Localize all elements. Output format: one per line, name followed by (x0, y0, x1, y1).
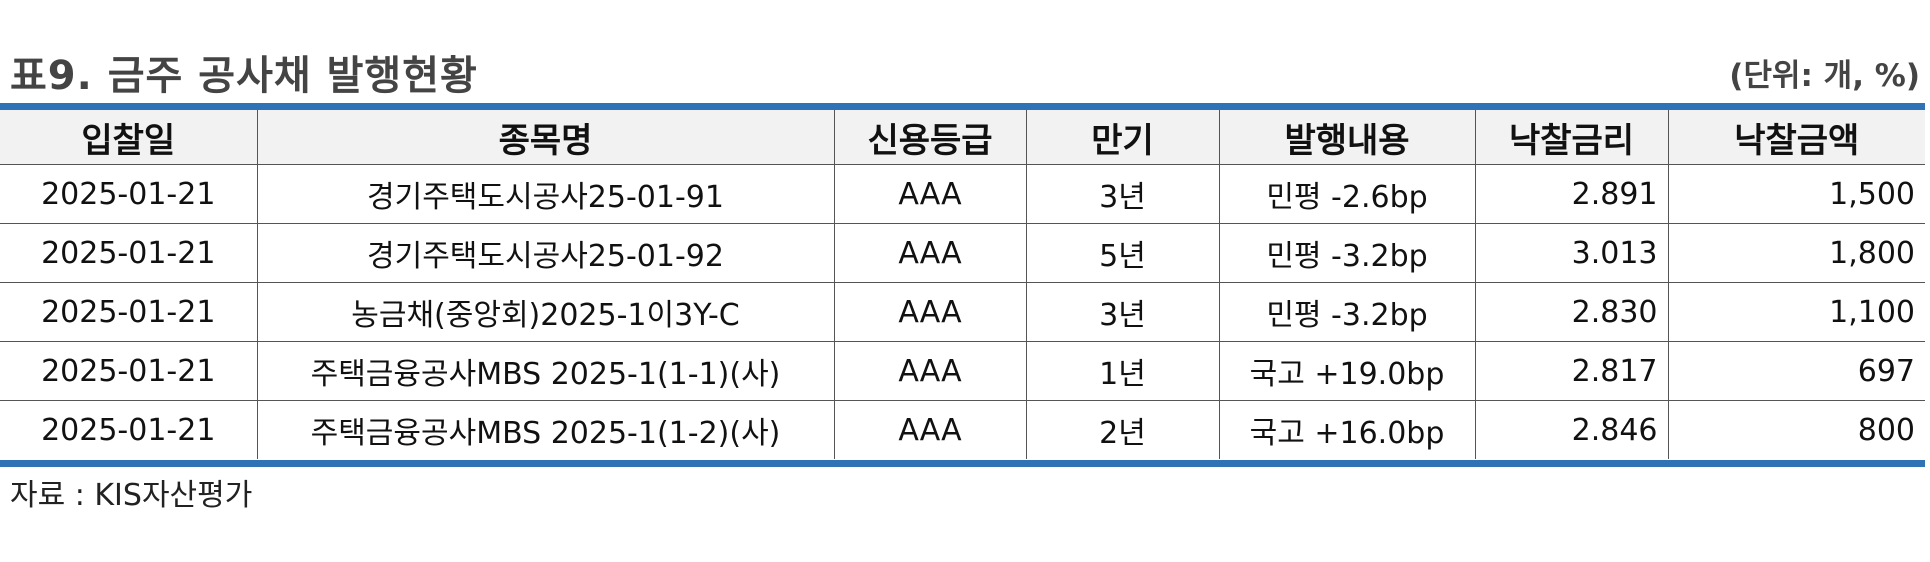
header-issue-name: 종목명 (256, 110, 834, 165)
table-row: 2025-01-21 경기주택도시공사25-01-91 AAA 3년 민평 -2… (0, 164, 1925, 224)
cell-maturity: 3년 (1025, 164, 1219, 224)
table-row: 2025-01-21 경기주택도시공사25-01-92 AAA 5년 민평 -3… (0, 223, 1925, 283)
header-issue-details: 발행내용 (1218, 110, 1475, 165)
unit-label: (단위: 개, %) (1729, 57, 1920, 94)
cell-winning-amount: 800 (1667, 400, 1925, 459)
table-title: 표9. 금주 공사채 발행현황 (10, 53, 478, 99)
title-row: 표9. 금주 공사채 발행현황 (단위: 개, %) (10, 44, 1920, 100)
cell-issue-details: 민평 -3.2bp (1218, 282, 1475, 342)
cell-maturity: 3년 (1025, 282, 1219, 342)
header-winning-amount: 낙찰금액 (1667, 110, 1925, 165)
cell-winning-amount: 1,500 (1667, 164, 1925, 224)
cell-issue-details: 민평 -2.6bp (1218, 164, 1475, 224)
table-row: 2025-01-21 농금채(중앙회)2025-1이3Y-C AAA 3년 민평… (0, 282, 1925, 342)
cell-issue-details: 국고 +16.0bp (1218, 400, 1475, 459)
cell-winning-rate: 2.891 (1474, 164, 1668, 224)
header-bid-date: 입찰일 (0, 110, 257, 165)
header-row: 입찰일 종목명 신용등급 만기 발행내용 낙찰금리 낙찰금액 (0, 110, 1925, 165)
cell-credit-rating: AAA (833, 341, 1026, 401)
table-row: 2025-01-21 주택금융공사MBS 2025-1(1-2)(사) AAA … (0, 400, 1925, 459)
cell-bid-date: 2025-01-21 (0, 164, 257, 224)
cell-winning-amount: 1,800 (1667, 223, 1925, 283)
cell-credit-rating: AAA (833, 400, 1026, 459)
cell-maturity: 2년 (1025, 400, 1219, 459)
cell-credit-rating: AAA (833, 282, 1026, 342)
cell-bid-date: 2025-01-21 (0, 223, 257, 283)
cell-bid-date: 2025-01-21 (41, 412, 216, 448)
cell-winning-rate: 2.830 (1474, 282, 1668, 342)
header-credit-rating: 신용등급 (833, 110, 1026, 165)
cell-credit-rating: AAA (833, 164, 1026, 224)
cell-issue-name: 주택금융공사MBS 2025-1(1-2)(사) (256, 400, 834, 459)
cell-bid-date: 2025-01-21 (0, 341, 257, 401)
bottom-rule (0, 460, 1925, 467)
cell-winning-rate: 2.817 (1474, 341, 1668, 401)
cell-maturity: 1년 (1025, 341, 1219, 401)
header-maturity: 만기 (1025, 110, 1219, 165)
cell-winning-amount: 1,100 (1667, 282, 1925, 342)
bond-issuance-table: 입찰일 종목명 신용등급 만기 발행내용 낙찰금리 낙찰금액 2025-01-2… (0, 110, 1925, 459)
cell-issue-name: 경기주택도시공사25-01-91 (256, 164, 834, 224)
header-winning-rate: 낙찰금리 (1474, 110, 1668, 165)
cell-issue-details: 민평 -3.2bp (1218, 223, 1475, 283)
cell-issue-name: 경기주택도시공사25-01-92 (256, 223, 834, 283)
cell-bid-date: 2025-01-21 (0, 282, 257, 342)
cell-winning-rate: 2.846 (1474, 400, 1668, 459)
cell-winning-rate: 3.013 (1474, 223, 1668, 283)
cell-winning-amount: 697 (1667, 341, 1925, 401)
table-row: 2025-01-21 주택금융공사MBS 2025-1(1-1)(사) AAA … (0, 341, 1925, 401)
cell-credit-rating: AAA (833, 223, 1026, 283)
source-note: 자료 : KIS자산평가 (10, 478, 253, 513)
top-rule (0, 103, 1925, 110)
cell-issue-details: 국고 +19.0bp (1218, 341, 1475, 401)
cell-issue-name: 농금채(중앙회)2025-1이3Y-C (256, 282, 834, 342)
cell-maturity: 5년 (1025, 223, 1219, 283)
cell-issue-name: 주택금융공사MBS 2025-1(1-1)(사) (256, 341, 834, 401)
